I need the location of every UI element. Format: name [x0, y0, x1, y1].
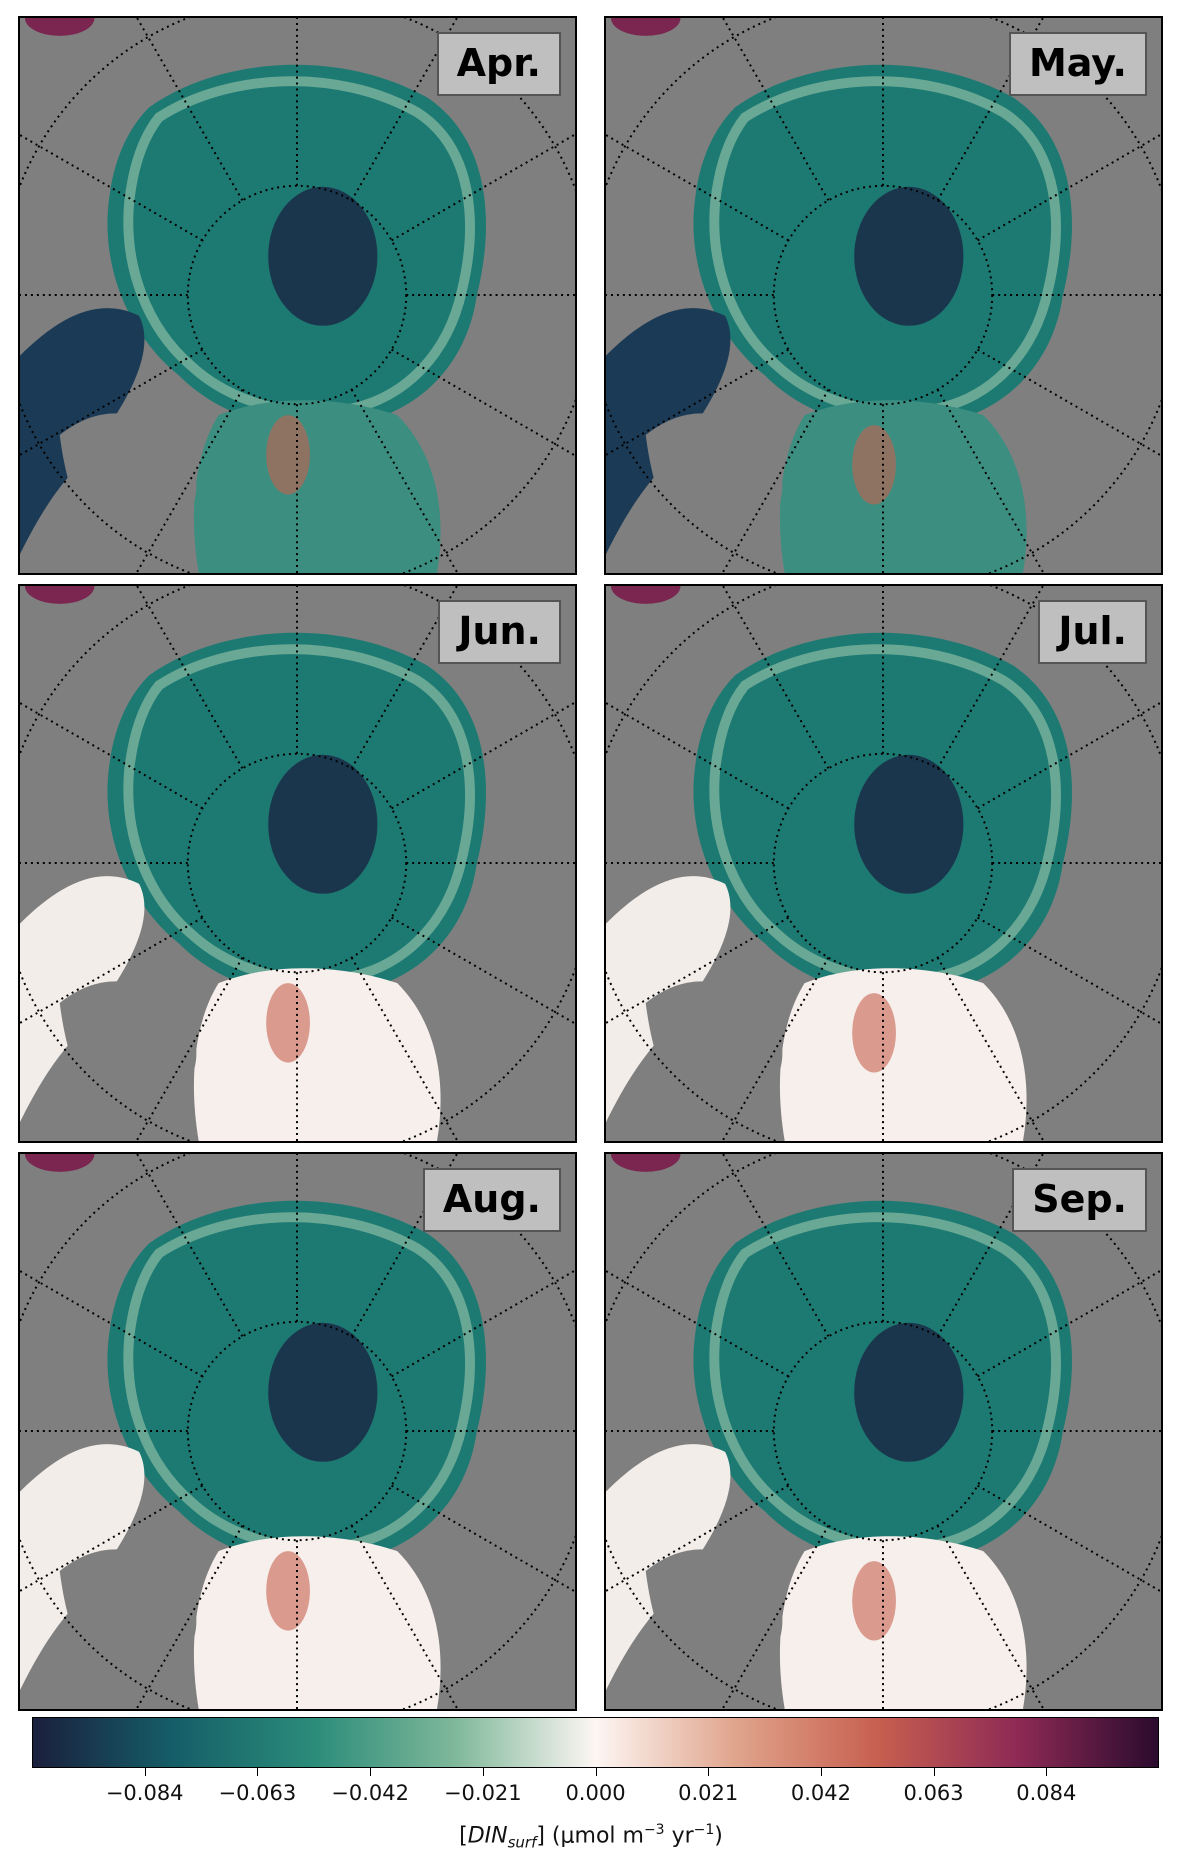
colorbar-tick: [257, 1768, 259, 1776]
colorbar-tick: [144, 1768, 146, 1776]
month-label: May.: [1008, 32, 1147, 96]
landmass-siberia: [456, 1451, 575, 1709]
landmass-siberia: [1042, 883, 1161, 1141]
colorbar-tick-label: −0.021: [443, 1781, 522, 1805]
colorbar-label: [DINsurf] (μmol m−3 yr−1): [0, 1822, 1182, 1852]
colorbar-tick: [370, 1768, 372, 1776]
landmass-north: [20, 1154, 189, 1274]
colorbar-tick-label: −0.042: [331, 1781, 409, 1805]
landmass-greenland: [645, 981, 783, 1124]
colorbar-tick: [595, 1768, 597, 1776]
polar-map: [20, 586, 575, 1141]
landmass-greenland: [645, 1549, 783, 1692]
dark-core: [854, 1322, 964, 1462]
colorbar-label-units: ] (μmol m: [536, 1823, 644, 1849]
colorbar-tick-label: 0.042: [790, 1781, 851, 1805]
dark-core: [268, 1322, 378, 1462]
colorbar-tick-label: 0.063: [903, 1781, 964, 1805]
dark-core: [268, 186, 378, 326]
colorbar-tick: [1046, 1768, 1048, 1776]
landmass-greenland: [59, 413, 197, 556]
landmass-greenland: [59, 1549, 197, 1692]
latitude-circle: [772, 752, 994, 974]
colorbar-label-sub: surf: [507, 1833, 537, 1852]
map-panel-may: May.: [604, 16, 1163, 575]
colorbar-label-end: ): [714, 1823, 723, 1849]
colorbar: [32, 1717, 1159, 1768]
shelf-region-bottom: [193, 400, 441, 573]
colorbar-label-exp2: −1: [693, 1822, 715, 1838]
polar-map: [606, 586, 1161, 1141]
month-label: Jun.: [438, 600, 561, 664]
colorbar-tick: [708, 1768, 710, 1776]
landmass-north: [606, 586, 775, 706]
landmass-greenland: [59, 981, 197, 1124]
landmass-greenland: [645, 413, 783, 556]
corner-blob: [24, 18, 95, 36]
landmass-siberia: [1042, 315, 1161, 573]
corner-blob: [610, 586, 681, 604]
basin-rim: [123, 1212, 475, 1553]
polar-map: [20, 1154, 575, 1709]
basin-rim: [123, 644, 475, 985]
colorbar-tick-label: −0.063: [218, 1781, 297, 1805]
month-label: Jul.: [1038, 600, 1147, 664]
positive-anomaly: [266, 415, 310, 495]
shelf-region-bottom: [193, 1536, 441, 1709]
corner-blob: [610, 1154, 681, 1172]
shelf-region-bottom: [779, 1536, 1027, 1709]
colorbar-label-exp1: −3: [643, 1822, 665, 1838]
landmass-north: [20, 18, 189, 138]
month-label: Aug.: [422, 1168, 561, 1232]
landmass-north: [606, 1154, 775, 1274]
shelf-region-bottom: [779, 968, 1027, 1141]
colorbar-tick-label: 0.000: [565, 1781, 626, 1805]
positive-anomaly: [266, 1551, 310, 1631]
landmass-north: [20, 586, 189, 706]
map-panel-sep: Sep.: [604, 1152, 1163, 1711]
colorbar-tick-label: 0.084: [1016, 1781, 1077, 1805]
colorbar-label-main: [: [459, 1823, 468, 1849]
map-panel-apr: Apr.: [18, 16, 577, 575]
landmass-north: [606, 18, 775, 138]
dark-core: [854, 186, 964, 326]
polar-map: [606, 18, 1161, 573]
polar-map: [606, 1154, 1161, 1709]
landmass-siberia: [456, 315, 575, 573]
positive-anomaly: [852, 425, 896, 505]
dark-core: [268, 754, 378, 894]
colorbar-tick: [933, 1768, 935, 1776]
map-panel-jul: Jul.: [604, 584, 1163, 1143]
basin-rim: [709, 644, 1061, 985]
basin-rim: [123, 76, 475, 417]
shelf-region-bottom: [193, 968, 441, 1141]
polar-map: [20, 18, 575, 573]
colorbar-tick: [482, 1768, 484, 1776]
corner-blob: [610, 18, 681, 36]
corner-blob: [24, 1154, 95, 1172]
positive-anomaly: [852, 993, 896, 1073]
colorbar-label-mid: yr: [664, 1823, 694, 1849]
map-panel-jun: Jun.: [18, 584, 577, 1143]
basin-rim: [709, 76, 1061, 417]
month-label: Sep.: [1012, 1168, 1147, 1232]
month-label: Apr.: [436, 32, 561, 96]
landmass-siberia: [456, 883, 575, 1141]
landmass-siberia: [1042, 1451, 1161, 1709]
positive-anomaly: [266, 983, 310, 1063]
colorbar-tick: [820, 1768, 822, 1776]
colorbar-label-var: DIN: [467, 1823, 508, 1849]
shelf-region-bottom: [779, 400, 1027, 573]
dark-core: [854, 754, 964, 894]
colorbar-tick-label: 0.021: [678, 1781, 739, 1805]
positive-anomaly: [852, 1561, 896, 1641]
map-panel-aug: Aug.: [18, 1152, 577, 1711]
corner-blob: [24, 586, 95, 604]
basin-rim: [709, 1212, 1061, 1553]
colorbar-tick-label: −0.084: [105, 1781, 184, 1805]
